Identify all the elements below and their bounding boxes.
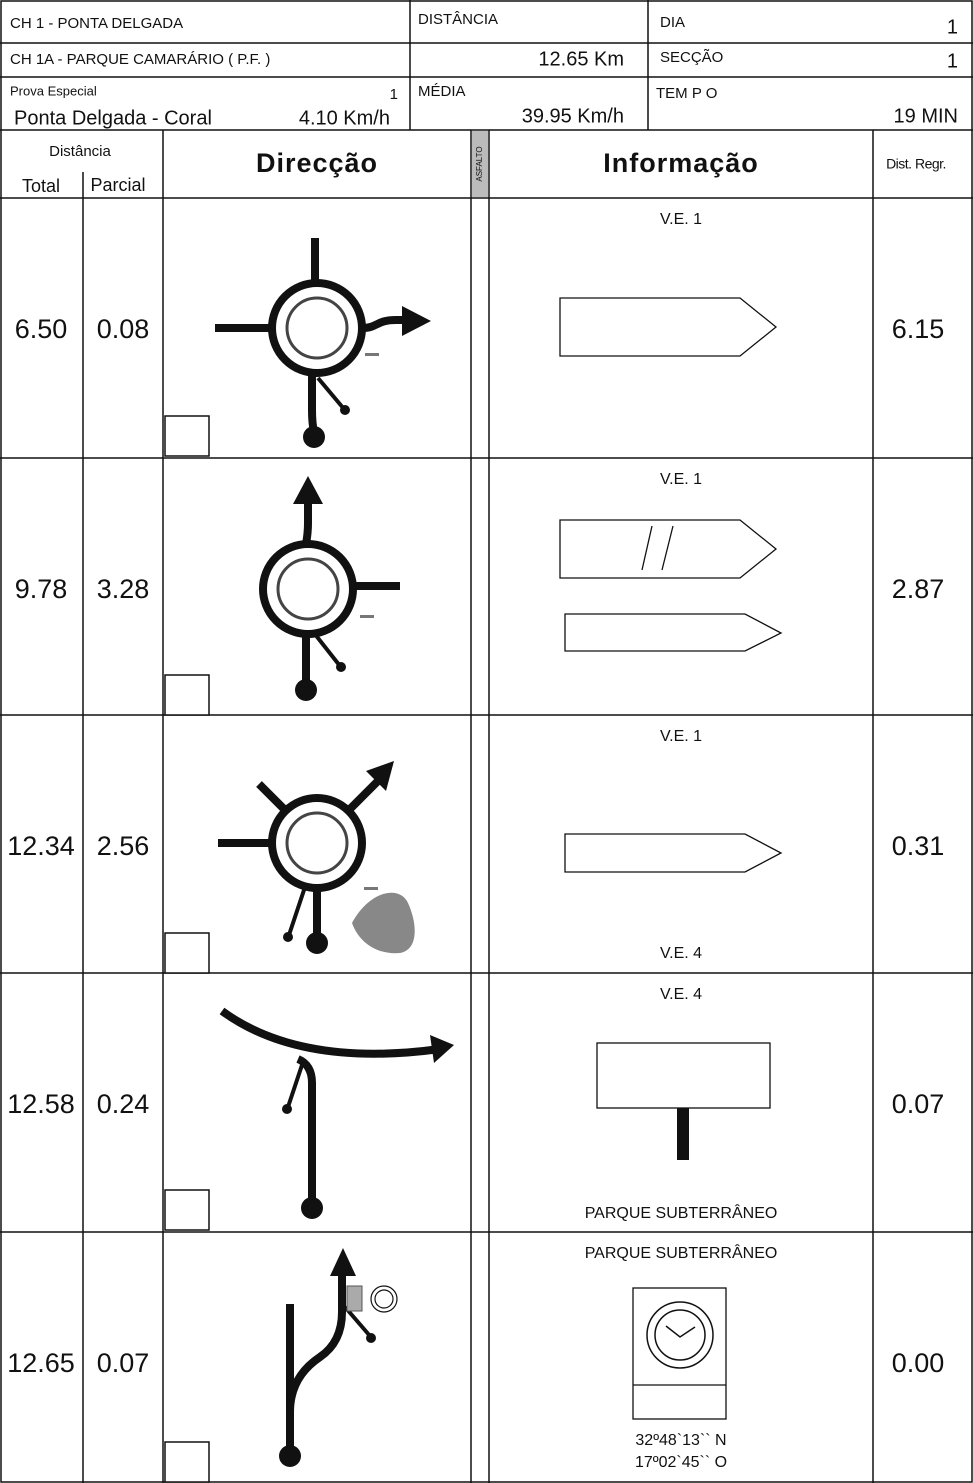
dist-regr: 0.00	[892, 1348, 945, 1378]
total: 12.65	[7, 1348, 75, 1378]
info-text: V.E. 1	[660, 728, 702, 745]
parcial: 2.56	[97, 831, 150, 861]
total: 9.78	[15, 574, 68, 604]
diagram	[164, 476, 783, 716]
column-header: Parcial	[90, 175, 145, 195]
header-text: CH 1A - PARQUE CAMARÁRIO ( P.F. )	[10, 51, 270, 68]
info-text: V.E. 1	[660, 211, 702, 228]
coordinates: 17º02`45`` O	[635, 1454, 727, 1471]
header-value: 1	[947, 16, 958, 38]
parcial: 0.08	[97, 314, 150, 344]
coordinates: 32º48`13`` N	[635, 1432, 726, 1449]
total: 12.34	[7, 831, 75, 861]
header-value: 39.95 Km/h	[522, 105, 624, 127]
column-header: Dist. Regr.	[886, 156, 946, 172]
parcial: 0.07	[97, 1348, 150, 1378]
header-label: MÉDIA	[418, 83, 466, 100]
header-value: 4.10 Km/h	[299, 107, 390, 129]
parcial: 0.24	[97, 1089, 150, 1119]
header-value: 1	[390, 86, 398, 103]
diagram	[164, 761, 783, 974]
column-header: ASFALTO	[475, 146, 484, 181]
info-text: PARQUE SUBTERRÂNEO	[585, 1203, 778, 1222]
diagram	[164, 1248, 727, 1483]
asfalto-strip	[472, 131, 488, 197]
header-value: Ponta Delgada - Coral	[14, 107, 212, 129]
info-text: V.E. 4	[660, 945, 702, 962]
total: 12.58	[7, 1089, 75, 1119]
header-label: SECÇÃO	[660, 49, 723, 66]
header-text: Prova Especial	[10, 83, 97, 98]
dist-regr: 2.87	[892, 574, 945, 604]
info-text: V.E. 4	[660, 986, 702, 1003]
column-header: Informação	[603, 148, 759, 178]
rows: 6.500.086.1526V.E. 1FUNCHALS. VICENTE9.7…	[7, 211, 944, 1478]
column-header: Total	[22, 176, 60, 196]
header-value: 19 MIN	[894, 105, 958, 127]
dist-regr: 0.07	[892, 1089, 945, 1119]
header-value: 12.65 Km	[538, 48, 624, 70]
column-header: Direcção	[256, 148, 378, 178]
info-text: V.E. 1	[660, 471, 702, 488]
header-label: DISTÂNCIA	[418, 11, 498, 28]
header-label: TEM P O	[656, 85, 717, 102]
diagram	[164, 238, 778, 457]
dist-regr: 6.15	[892, 314, 945, 344]
column-header: Distância	[49, 143, 111, 160]
header-label: DIA	[660, 14, 685, 31]
total: 6.50	[15, 314, 68, 344]
info-text: PARQUE SUBTERRÂNEO	[585, 1243, 778, 1262]
parcial: 3.28	[97, 574, 150, 604]
header-text: CH 1 - PONTA DELGADA	[10, 15, 183, 32]
dist-regr: 0.31	[892, 831, 945, 861]
diagram	[164, 1007, 771, 1231]
header-value: 1	[947, 50, 958, 72]
